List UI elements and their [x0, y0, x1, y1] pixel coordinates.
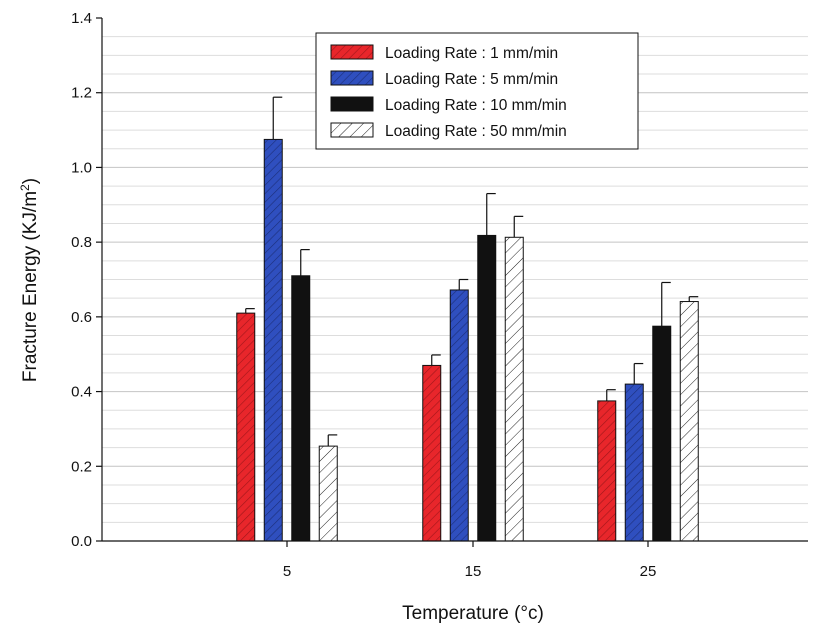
bar-loading-rate-50-mm-min-5 — [318, 445, 338, 542]
legend-label-50mm: Loading Rate : 50 mm/min — [385, 123, 567, 140]
y-tick-label: 0.4 — [71, 384, 92, 401]
legend-label-1mm: Loading Rate : 1 mm/min — [385, 45, 558, 62]
y-axis-title-close: ) — [20, 178, 41, 184]
y-axis-title-superscript: 2 — [18, 184, 32, 191]
y-tick-label: 0.6 — [71, 309, 92, 326]
legend: Loading Rate : 1 mm/min Loading Rate : 5… — [315, 32, 639, 150]
legend-swatch-1mm — [330, 44, 374, 60]
bars — [236, 96, 699, 542]
y-tick-labels: 0.0 0.2 0.4 0.6 0.8 1.0 1.2 1.4 — [71, 10, 92, 550]
bar-loading-rate-1-mm-min-15 — [422, 364, 442, 542]
y-axis-title: Fracture Energy (KJ/m2) — [18, 178, 41, 382]
y-axis-title-main: Fracture Energy (KJ/m — [20, 191, 41, 382]
bar-loading-rate-1-mm-min-5 — [236, 312, 256, 542]
axes — [96, 17, 808, 547]
y-tick-label: 1.4 — [71, 10, 92, 27]
x-tick-labels: 5 15 25 — [283, 563, 657, 580]
bar-loading-rate-5-mm-min-25 — [624, 383, 644, 542]
bar-loading-rate-10-mm-min-25 — [652, 325, 672, 542]
legend-swatch-10mm — [330, 96, 374, 112]
x-axis-title: Temperature (°c) — [402, 603, 544, 624]
legend-label-10mm: Loading Rate : 10 mm/min — [385, 97, 567, 114]
y-tick-label: 1.2 — [71, 85, 92, 102]
legend-label-5mm: Loading Rate : 5 mm/min — [385, 71, 558, 88]
y-tick-label: 0.0 — [71, 533, 92, 550]
bar-loading-rate-5-mm-min-5 — [263, 138, 283, 542]
legend-swatch-50mm — [330, 122, 374, 138]
bar-loading-rate-10-mm-min-15 — [477, 234, 497, 542]
x-tick-label: 5 — [283, 563, 291, 580]
bar-loading-rate-50-mm-min-25 — [679, 301, 699, 542]
bar-loading-rate-10-mm-min-5 — [291, 275, 311, 542]
y-tick-label: 0.8 — [71, 234, 92, 251]
legend-swatch-5mm — [330, 70, 374, 86]
x-tick-label: 15 — [465, 563, 482, 580]
bar-loading-rate-1-mm-min-25 — [597, 400, 617, 542]
bar-loading-rate-5-mm-min-15 — [449, 289, 469, 542]
y-tick-label: 0.2 — [71, 458, 92, 475]
bar-loading-rate-50-mm-min-15 — [504, 236, 524, 542]
x-tick-label: 25 — [640, 563, 657, 580]
y-tick-label: 1.0 — [71, 159, 92, 176]
